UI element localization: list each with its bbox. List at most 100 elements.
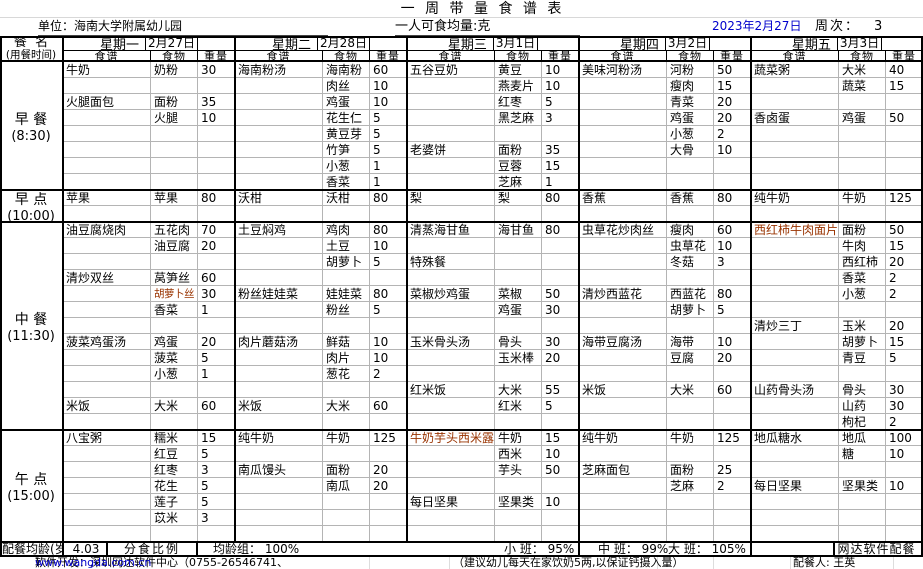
food-cell [323, 446, 370, 462]
recipe-cell: 蔬菜粥 [751, 62, 839, 78]
meal-column-header: 餐 名 (用餐时间) [0, 36, 63, 62]
day-header-5: 星期五 3月3日 [751, 35, 923, 53]
recipe-cell [235, 238, 323, 254]
food-cell [323, 494, 370, 510]
weight-cell: 80 [714, 286, 751, 302]
grid-line [833, 542, 835, 555]
food-cell [667, 398, 714, 414]
middle-class-percent: 中 班： 99% [598, 542, 669, 556]
recipe-cell [579, 110, 667, 126]
food-cell: 西米 [495, 446, 542, 462]
recipe-cell: 清炒西蓝花 [579, 286, 667, 302]
recipe-cell: 火腿面包 [63, 94, 151, 110]
grid-line [0, 60, 923, 62]
recipe-cell [579, 318, 667, 334]
food-cell [323, 510, 370, 526]
recipe-cell [751, 494, 839, 510]
recipe-cell [235, 78, 323, 94]
food-cell [839, 206, 886, 222]
weight-cell: 5 [198, 350, 235, 366]
recipe-cell: 红米饭 [407, 382, 495, 398]
weight-cell: 10 [886, 478, 923, 494]
food-cell: 虫草花 [667, 238, 714, 254]
meal-name: 早 餐 [14, 111, 48, 128]
food-cell [667, 510, 714, 526]
recipe-cell [235, 526, 323, 542]
recipe-cell [235, 366, 323, 382]
weight-cell: 25 [714, 462, 751, 478]
food-cell: 瘦肉 [667, 78, 714, 94]
weight-cell: 125 [370, 430, 407, 446]
weight-cell: 10 [370, 94, 407, 110]
food-cell: 面粉 [151, 94, 198, 110]
food-cell: 糖 [839, 446, 886, 462]
food-cell [151, 78, 198, 94]
weight-cell: 15 [886, 238, 923, 254]
food-cell: 肉丝 [323, 78, 370, 94]
developer-text: 软件开发：深圳网达软件中心（0755-26546741、 [35, 556, 288, 569]
page-title: 一 周 带 量 食 谱 表 [0, 0, 923, 18]
grid-line [921, 36, 923, 557]
weight-cell: 60 [370, 62, 407, 78]
recipe-cell: 玉米骨头汤 [407, 334, 495, 350]
recipe-cell [407, 350, 495, 366]
recipe-cell [751, 158, 839, 174]
recipe-cell [407, 110, 495, 126]
food-cell [151, 158, 198, 174]
column-header-recipe: 食谱 [235, 51, 323, 62]
food-cell [839, 94, 886, 110]
food-cell: 小葱 [667, 126, 714, 142]
food-cell: 菠菜 [151, 350, 198, 366]
weight-cell: 30 [886, 382, 923, 398]
recipe-cell [407, 366, 495, 382]
weight-cell: 30 [542, 302, 579, 318]
weight-cell [542, 238, 579, 254]
software-badge: 网达软件配餐 [837, 542, 916, 556]
recipe-cell [63, 446, 151, 462]
food-cell [667, 414, 714, 430]
weight-cell: 5 [370, 254, 407, 270]
weight-cell: 2 [714, 126, 751, 142]
food-cell: 海南粉 [323, 62, 370, 78]
weight-cell: 3 [198, 462, 235, 478]
weight-cell: 15 [542, 430, 579, 446]
food-cell: 胡萝卜丝 [151, 286, 198, 302]
developer-website-link[interactable]: www.wangda.com.cn [35, 556, 152, 569]
weight-cell [198, 254, 235, 270]
weight-cell [542, 254, 579, 270]
weight-cell: 10 [370, 238, 407, 254]
weight-cell: 15 [886, 78, 923, 94]
weight-cell: 2 [886, 414, 923, 430]
recipe-cell [751, 398, 839, 414]
recipe-cell: 米饭 [579, 382, 667, 398]
recipe-cell [63, 254, 151, 270]
food-cell [839, 526, 886, 542]
food-cell [151, 382, 198, 398]
weight-cell [370, 318, 407, 334]
day-header-4: 星期四 3月2日 [579, 35, 751, 53]
recipe-cell [235, 126, 323, 142]
weight-cell: 10 [370, 78, 407, 94]
food-cell [667, 174, 714, 190]
recipe-cell [407, 78, 495, 94]
weight-cell [714, 510, 751, 526]
day-header-3: 星期三 3月1日 [407, 35, 579, 53]
grid-line [0, 36, 2, 557]
weight-cell [370, 270, 407, 286]
day-header-2: 星期二 2月28日 [235, 35, 407, 53]
avg-age-value: 4.03 [72, 542, 100, 556]
weight-cell: 80 [370, 222, 407, 238]
day-name: 星期五 [791, 37, 831, 53]
weight-cell: 50 [542, 286, 579, 302]
weight-cell: 10 [370, 350, 407, 366]
recipe-cell: 南瓜馒头 [235, 462, 323, 478]
weight-cell: 10 [714, 238, 751, 254]
recipe-cell [235, 158, 323, 174]
food-cell [839, 174, 886, 190]
recipe-cell: 米饭 [63, 398, 151, 414]
food-cell: 海带 [667, 334, 714, 350]
food-cell: 莴笋丝 [151, 270, 198, 286]
recipe-cell [63, 238, 151, 254]
recipe-cell [63, 174, 151, 190]
food-cell [839, 510, 886, 526]
